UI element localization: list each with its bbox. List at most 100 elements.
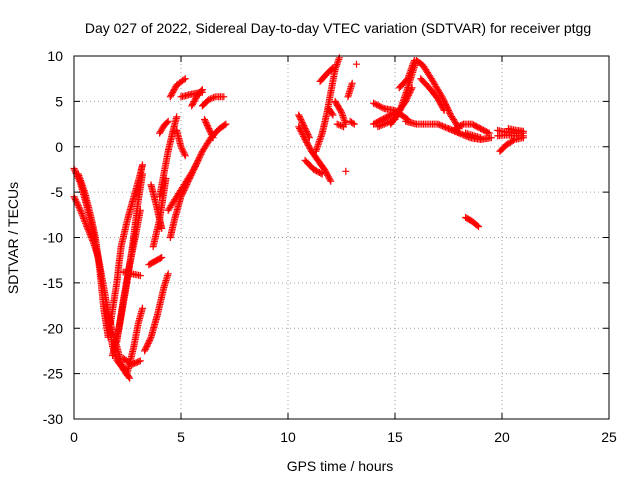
data-point-plus — [163, 119, 171, 126]
data-point-plus — [158, 254, 166, 261]
data-point-plus — [146, 335, 154, 343]
data-point-plus — [519, 127, 527, 135]
data-point-plus — [181, 150, 189, 158]
data-point-plus — [198, 86, 206, 94]
data-point-plus — [179, 188, 187, 196]
data-point-plus — [439, 105, 447, 113]
x-axis-label: GPS time / hours — [287, 458, 394, 474]
data-point-plus — [139, 161, 146, 169]
x-tick-label: 0 — [70, 429, 78, 445]
data-point-plus — [184, 178, 192, 185]
data-point-plus — [305, 132, 313, 140]
data-point-plus — [440, 106, 448, 114]
data-point-plus — [298, 119, 306, 127]
data-point-plus — [191, 164, 199, 172]
data-point-plus — [326, 176, 334, 184]
data-point-plus — [340, 115, 348, 123]
data-point-plus — [206, 126, 213, 134]
data-point-plus — [203, 120, 211, 128]
data-point-plus — [376, 102, 384, 110]
data-point-plus — [337, 107, 345, 115]
x-tick-label: 10 — [280, 429, 296, 445]
data-point-plus — [487, 134, 495, 142]
data-point-plus — [394, 110, 402, 118]
chart-title: Day 027 of 2022, Sidereal Day-to-day VTE… — [85, 20, 591, 36]
data-point-plus — [485, 129, 493, 137]
data-point-plus — [164, 117, 172, 125]
data-point-plus — [157, 254, 164, 262]
data-point-plus — [430, 79, 438, 87]
data-point-plus — [190, 98, 198, 105]
y-tick-label: -15 — [43, 275, 63, 291]
data-point-plus — [181, 152, 189, 160]
data-point-plus — [74, 202, 82, 210]
y-tick-label: -5 — [51, 184, 64, 200]
data-point-plus — [335, 56, 343, 63]
data-point-plus — [144, 339, 152, 347]
data-point-plus — [178, 146, 186, 154]
data-point-plus — [340, 123, 348, 131]
plot-border — [73, 55, 610, 420]
data-point-plus — [440, 123, 448, 131]
data-point-plus — [125, 373, 133, 381]
data-points — [70, 54, 527, 382]
data-point-plus — [196, 153, 203, 161]
x-tick-label: 20 — [494, 429, 510, 445]
data-point-plus — [77, 178, 85, 186]
data-point-plus — [195, 155, 203, 163]
data-point-plus — [181, 185, 189, 193]
data-point-plus — [336, 121, 344, 129]
data-point-plus — [435, 98, 443, 106]
data-point-plus — [139, 304, 146, 312]
data-point-plus — [180, 76, 188, 84]
data-point-plus — [209, 134, 217, 142]
data-point-plus — [206, 128, 214, 136]
data-point-plus — [208, 131, 216, 139]
data-point-plus — [298, 117, 306, 125]
data-point-plus — [300, 122, 308, 130]
data-point-plus — [168, 90, 176, 98]
data-point-plus — [370, 99, 378, 107]
data-point-plus — [173, 113, 181, 121]
data-point-plus — [324, 171, 332, 179]
data-point-plus — [329, 111, 337, 119]
data-point-plus — [458, 130, 466, 138]
data-point-plus — [74, 200, 82, 208]
data-point-plus — [222, 120, 230, 128]
data-point-plus — [295, 111, 303, 119]
data-point-plus — [318, 170, 326, 178]
data-point-plus — [187, 172, 195, 179]
data-point-plus — [193, 93, 200, 101]
data-point-plus — [301, 125, 309, 133]
tick-labels: 0 5 10 15 20 25 -30 -25 -20 -15 -10 -5 0 5 10 — [43, 48, 617, 445]
data-point-plus — [171, 84, 179, 92]
data-point-plus — [164, 270, 172, 278]
y-axis-label: SDTVAR / TECUs — [5, 182, 21, 294]
y-tick-label: -25 — [43, 366, 63, 382]
data-point-plus — [350, 120, 358, 128]
data-point-plus — [299, 120, 307, 128]
data-point-plus — [144, 341, 151, 349]
data-point-plus — [193, 158, 201, 166]
data-point-plus — [210, 94, 218, 101]
data-point-plus — [305, 134, 313, 142]
data-point-plus — [143, 342, 151, 350]
data-point-plus — [189, 167, 197, 175]
x-tick-label: 5 — [177, 429, 185, 445]
y-tick-label: 5 — [55, 93, 63, 109]
data-point-plus — [374, 123, 382, 131]
data-point-plus — [204, 123, 212, 131]
y-tick-label: -10 — [43, 230, 63, 246]
data-point-plus — [321, 167, 329, 175]
data-point-plus — [435, 121, 443, 129]
data-point-plus — [136, 206, 144, 214]
data-point-plus — [177, 193, 185, 201]
data-point-plus — [71, 196, 79, 204]
data-point-plus — [189, 99, 197, 107]
data-point-plus — [303, 129, 311, 137]
data-point-plus — [446, 110, 454, 117]
data-point-plus — [342, 167, 350, 175]
data-point-plus — [317, 169, 325, 177]
